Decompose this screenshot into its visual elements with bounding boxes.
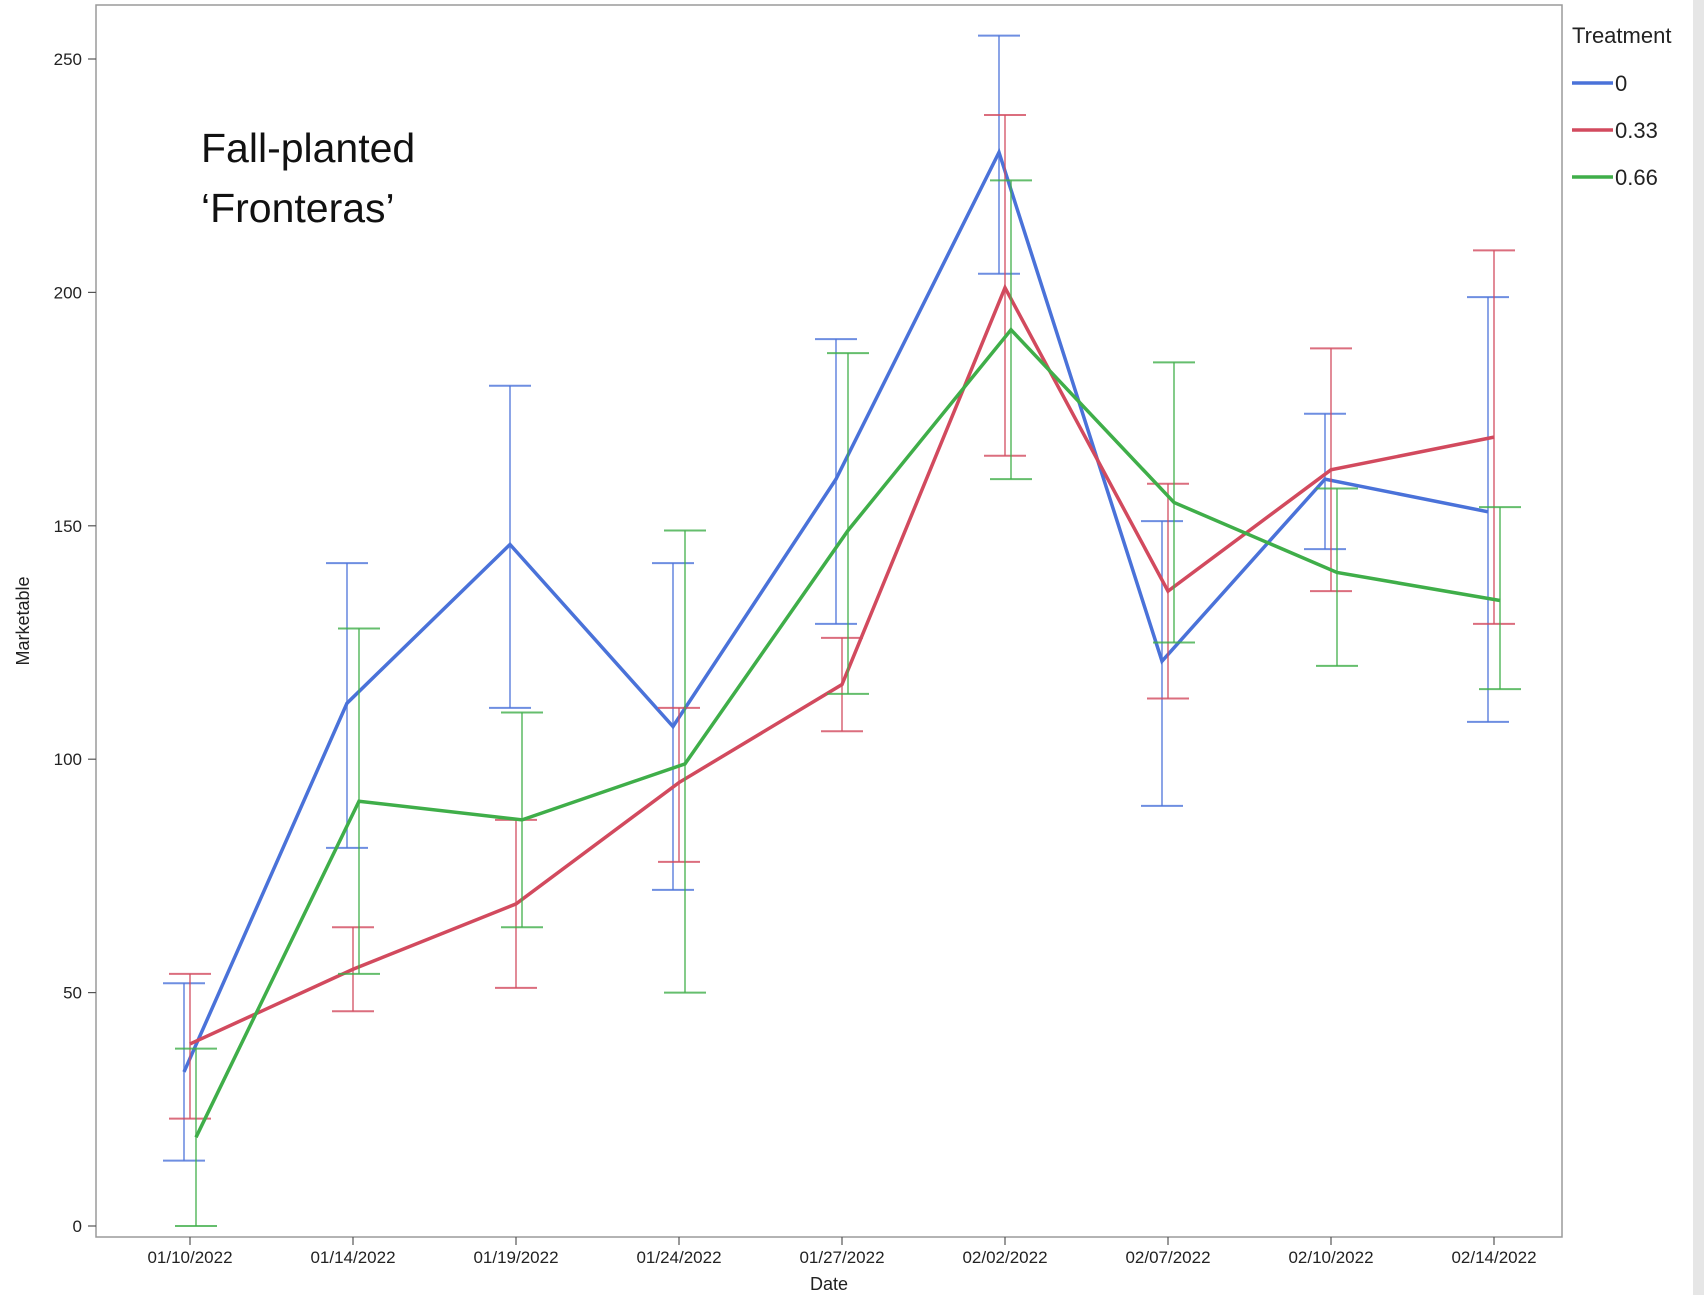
series-line <box>194 327 1501 1139</box>
annotation-line-2: ‘Fronteras’ <box>201 185 395 231</box>
series-layer <box>163 34 1521 1227</box>
legend: Treatment 0 0.33 0.66 <box>1572 23 1671 190</box>
x-tick-label: 02/02/2022 <box>962 1248 1047 1267</box>
legend-label: 0.66 <box>1615 165 1658 190</box>
x-tick-label: 01/24/2022 <box>636 1248 721 1267</box>
x-axis-title: Date <box>810 1274 848 1294</box>
x-tick-label: 01/19/2022 <box>473 1248 558 1267</box>
annotation-line-1: Fall-planted <box>201 125 415 171</box>
y-tick-label: 100 <box>54 750 82 769</box>
series-0.66 <box>175 179 1521 1227</box>
right-edge-strip <box>1693 0 1704 1295</box>
legend-title: Treatment <box>1572 23 1671 48</box>
x-tick-label: 01/14/2022 <box>310 1248 395 1267</box>
y-tick-label: 50 <box>63 984 82 1003</box>
x-tick-label: 01/10/2022 <box>147 1248 232 1267</box>
y-tick-label: 200 <box>54 283 82 302</box>
legend-items: 0 0.33 0.66 <box>1572 71 1658 190</box>
x-tick-label: 01/27/2022 <box>799 1248 884 1267</box>
plot-frame <box>95 4 1563 1238</box>
y-axis: 0 50 100 150 200 250 <box>54 50 96 1236</box>
series-line <box>182 147 1489 1073</box>
series-0.33 <box>169 114 1515 1120</box>
series-0 <box>163 34 1509 1162</box>
y-axis-title: Marketable <box>13 576 33 665</box>
y-tick-label: 250 <box>54 50 82 69</box>
x-axis: 01/10/2022 01/14/2022 01/19/2022 01/24/2022… <box>147 1237 1537 1267</box>
x-tick-label: 02/10/2022 <box>1288 1248 1373 1267</box>
y-tick-label: 0 <box>73 1217 82 1236</box>
x-tick-label: 02/14/2022 <box>1451 1248 1536 1267</box>
legend-label: 0 <box>1615 71 1627 96</box>
x-tick-label: 02/07/2022 <box>1125 1248 1210 1267</box>
series-line <box>189 283 1495 1046</box>
legend-label: 0.33 <box>1615 118 1658 143</box>
y-tick-label: 150 <box>54 517 82 536</box>
